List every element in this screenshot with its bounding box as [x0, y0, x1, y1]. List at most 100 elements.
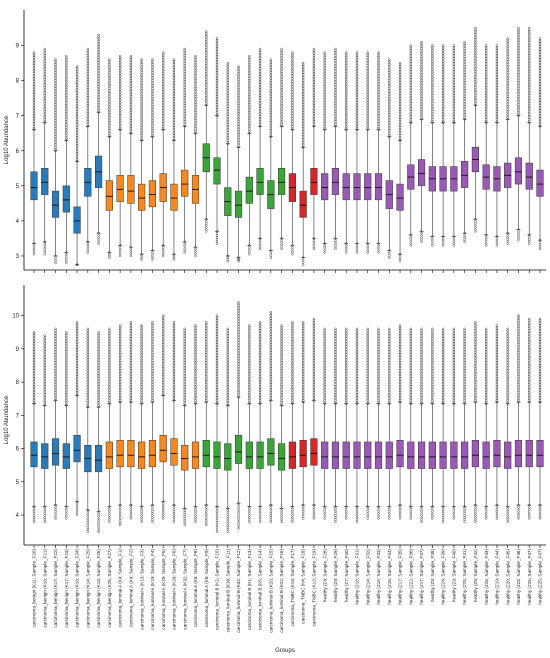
outlier-point [366, 81, 369, 85]
outlier-point [291, 400, 294, 404]
outlier-point [258, 243, 262, 246]
outlier-point [258, 343, 262, 346]
outlier-point [280, 375, 283, 378]
outlier-point [323, 114, 326, 117]
outlier-point [409, 70, 413, 73]
outlier-point [484, 79, 488, 83]
outlier-point [151, 122, 154, 126]
outlier-point [108, 117, 111, 121]
outlier-point [65, 67, 68, 71]
outlier-point [377, 107, 380, 111]
outlier-point [215, 510, 219, 513]
outlier-point [312, 110, 316, 113]
outlier-point [97, 512, 100, 516]
outlier-point [86, 63, 90, 67]
outlier-point [388, 88, 391, 92]
outlier-point [237, 334, 240, 338]
outlier-point [97, 53, 100, 56]
outlier-point [366, 70, 369, 74]
outlier-point [484, 100, 488, 104]
outlier-point [54, 104, 57, 108]
outlier-point [344, 110, 348, 114]
outlier-point [65, 127, 68, 131]
outlier-point [377, 97, 380, 101]
outlier-point [205, 399, 208, 402]
outlier-point [334, 359, 337, 362]
outlier-point [366, 102, 369, 106]
outlier-point [161, 315, 165, 319]
outlier-point [172, 505, 176, 509]
outlier-point [161, 107, 165, 111]
outlier-point [183, 369, 186, 372]
outlier-point [86, 399, 90, 402]
outlier-point [118, 378, 122, 381]
box [30, 441, 38, 468]
outlier-point [183, 353, 186, 356]
outlier-point [161, 56, 165, 59]
outlier-point [344, 54, 348, 58]
outlier-point [237, 515, 240, 519]
outlier-point [301, 391, 305, 394]
outlier-point [291, 372, 294, 375]
outlier-point [205, 81, 208, 84]
outlier-point [140, 130, 143, 134]
outlier-point [248, 85, 251, 88]
outlier-point [215, 242, 219, 245]
outlier-point [118, 122, 122, 125]
outlier-point [441, 47, 445, 51]
outlier-point [86, 88, 90, 91]
box-group [148, 321, 157, 523]
outlier-point [538, 42, 542, 45]
outlier-point [334, 356, 337, 359]
outlier-point [312, 84, 316, 88]
outlier-point [140, 333, 143, 337]
outlier-point [452, 237, 456, 241]
outlier-point [301, 90, 305, 93]
outlier-point [334, 91, 337, 94]
outlier-point [312, 379, 316, 383]
outlier-point [334, 112, 337, 115]
outlier-point [334, 392, 337, 396]
outlier-point [32, 397, 36, 401]
outlier-point [215, 523, 219, 527]
outlier-point [118, 59, 122, 63]
outlier-point [205, 63, 208, 67]
outlier-point [258, 239, 262, 242]
outlier-point [452, 63, 456, 67]
outlier-point [323, 56, 326, 59]
outlier-point [474, 60, 477, 64]
outlier-point [452, 94, 456, 97]
outlier-point [118, 519, 122, 522]
outlier-point [366, 93, 369, 96]
outlier-point [140, 108, 143, 111]
outlier-point [205, 514, 208, 518]
outlier-point [226, 399, 230, 402]
outlier-point [32, 372, 36, 375]
outlier-point [151, 505, 154, 509]
outlier-point [118, 521, 122, 525]
outlier-point [258, 68, 262, 72]
outlier-point [75, 344, 79, 348]
outlier-point [183, 373, 186, 377]
outlier-point [97, 372, 100, 375]
outlier-point [129, 88, 133, 92]
outlier-point [517, 230, 520, 234]
outlier-point [280, 57, 283, 60]
outlier-point [474, 46, 477, 49]
outlier-point [151, 364, 154, 367]
outlier-point [538, 66, 542, 69]
outlier-point [140, 64, 143, 68]
outlier-point [280, 102, 283, 105]
outlier-point [205, 67, 208, 70]
outlier-point [334, 514, 337, 517]
outlier-point [291, 62, 294, 66]
outlier-point [506, 79, 509, 82]
outlier-point [226, 65, 230, 68]
outlier-point [86, 389, 90, 393]
outlier-point [420, 240, 423, 244]
outlier-point [151, 76, 154, 79]
outlier-point [248, 373, 251, 377]
outlier-point [301, 128, 305, 132]
outlier-point [538, 243, 542, 246]
outlier-point [291, 56, 294, 59]
